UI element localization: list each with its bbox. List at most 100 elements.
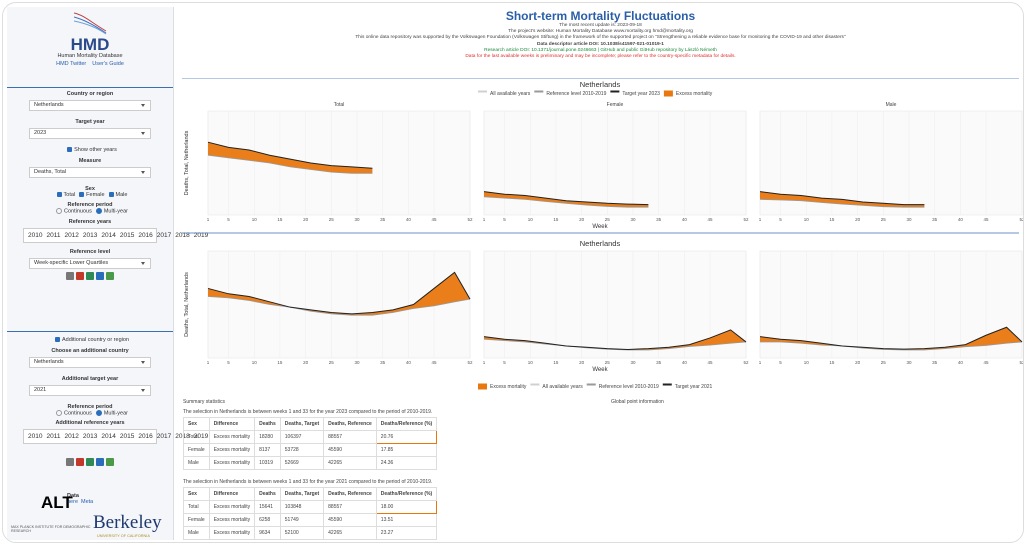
link[interactable]: HMD Twitter <box>56 61 87 67</box>
table-cell: 51749 <box>279 513 325 527</box>
select[interactable]: Netherlands <box>29 357 151 368</box>
x-tick-label: 40 <box>958 217 964 222</box>
x-tick-label: 1 <box>483 360 486 365</box>
year-option[interactable]: 2017 <box>156 433 172 441</box>
warning: Data for the last available weeks is pre… <box>465 54 736 60</box>
header-row: Sex Difference Deaths Deaths, Target Deaths,… <box>183 417 438 431</box>
table-cell: 8137 <box>254 443 281 457</box>
separator <box>7 87 173 88</box>
target-line <box>207 271 471 315</box>
checkbox[interactable] <box>56 192 62 198</box>
logo-graphic <box>73 12 107 35</box>
checkbox-label: Show other years <box>74 147 117 153</box>
checkbox[interactable] <box>108 192 114 198</box>
x-tick-label: 5 <box>227 217 230 222</box>
select[interactable]: Deaths, Total <box>29 167 151 178</box>
header: Short-term Mortality Fluctuations The mo… <box>178 9 1023 60</box>
checkbox[interactable] <box>55 337 61 343</box>
plot-title: Netherlands <box>580 80 621 89</box>
page-title: Short-term Mortality Fluctuations <box>505 9 696 23</box>
checkbox[interactable] <box>79 192 85 198</box>
reference-line <box>483 196 649 208</box>
link[interactable]: User's Guide <box>92 61 124 67</box>
legend-label: Reference level 2010-2019 <box>546 91 606 97</box>
legend-swatch <box>663 90 673 97</box>
year-option[interactable]: 2016 <box>138 232 153 240</box>
year-option[interactable]: 2013 <box>82 433 98 441</box>
logo-subtitle: Human Mortality Database <box>57 53 123 59</box>
x-tick-label: 25 <box>605 217 611 222</box>
radio-label: Multi-year <box>103 410 128 417</box>
year-option[interactable]: 2018 <box>175 433 190 441</box>
year-option[interactable]: 2010 <box>28 232 43 240</box>
year-option[interactable]: 2011 <box>46 433 61 441</box>
table-row: Female Excess mortality 8137 53728 45590 17.8… <box>183 443 438 457</box>
reference-line <box>207 154 373 174</box>
year-option[interactable]: 2011 <box>46 232 61 240</box>
website-info: The project's website: Human Mortality D… <box>508 29 693 35</box>
select[interactable]: Netherlands <box>29 100 151 111</box>
x-tick-label: 5 <box>227 360 230 365</box>
label: Country or region <box>66 91 114 97</box>
link[interactable]: here <box>67 499 79 505</box>
year-option[interactable]: 2019 <box>193 232 209 240</box>
x-tick-label: 40 <box>682 217 688 222</box>
year-option[interactable]: 2018 <box>175 232 190 240</box>
year-option[interactable]: 2015 <box>119 232 135 240</box>
radio[interactable] <box>56 208 62 214</box>
year-picker[interactable]: 2010 2011 2012 2013 2014 2015 2016 2017 2018 2019 <box>23 429 208 445</box>
checkbox[interactable] <box>67 147 73 153</box>
table-cell: Excess mortality <box>208 456 256 470</box>
table-cell: 17.85 <box>375 443 438 457</box>
label: Measure <box>78 158 102 164</box>
year-option[interactable]: 2010 <box>28 433 43 441</box>
legend-swatch <box>478 383 487 390</box>
x-tick-label: 15 <box>829 360 835 365</box>
select[interactable]: 2021 <box>29 385 151 396</box>
year-picker[interactable]: 2010 2011 2012 2013 2014 2015 2016 2017 2018 2019 <box>23 228 208 244</box>
x-tick-label: 10 <box>252 360 258 365</box>
radio[interactable] <box>95 410 102 416</box>
column-header: Deaths, Reference <box>323 417 377 431</box>
year-option[interactable]: 2015 <box>119 433 135 441</box>
radio[interactable] <box>95 208 102 214</box>
select[interactable]: 2023 <box>29 128 151 139</box>
label: Reference level <box>69 249 111 256</box>
year-option[interactable]: 2012 <box>64 433 79 441</box>
table-row: Total Excess mortality 15641 103848 88557 18.… <box>183 500 438 514</box>
legend-label: Excess mortality <box>490 384 527 390</box>
radio-label: Multi-year <box>103 208 128 215</box>
legend-label: Target year 2023 <box>622 91 660 97</box>
radio[interactable] <box>56 410 62 416</box>
label: Reference years <box>68 219 112 226</box>
year-option[interactable]: 2013 <box>82 232 98 240</box>
table-cell: 23.27 <box>375 526 438 540</box>
charts: Netherlands All available years Reference … <box>182 78 1023 390</box>
target-line <box>759 191 925 206</box>
table-cell: 9634 <box>254 526 281 540</box>
download-icons[interactable] <box>7 458 173 468</box>
x-tick-label: 25 <box>881 360 887 365</box>
select[interactable]: Week-specific Lower Quartiles <box>29 258 151 270</box>
year-option[interactable]: 2014 <box>101 232 116 240</box>
x-tick-label: 1 <box>483 217 486 222</box>
link[interactable]: Meta <box>81 499 94 505</box>
year-option[interactable]: 2017 <box>156 232 172 240</box>
year-option[interactable]: 2012 <box>64 232 79 240</box>
x-tick-label: 45 <box>432 360 438 365</box>
x-tick-label: 35 <box>380 360 386 365</box>
year-option[interactable]: 2014 <box>101 433 116 441</box>
checkbox-label: Additional country or region <box>62 337 129 343</box>
year-option[interactable]: 2016 <box>138 433 153 441</box>
x-tick-label: 45 <box>984 360 990 365</box>
table-cell: 45590 <box>323 443 377 457</box>
label: Additional reference years <box>55 420 125 427</box>
download-icons[interactable] <box>7 272 173 282</box>
x-tick-label: 25 <box>329 360 335 365</box>
table-cell: 42265 <box>323 526 377 540</box>
panel-title: Female <box>607 102 624 108</box>
table-cell: 88557 <box>323 500 377 514</box>
update-info: The most recent update is: 2023-09-18 <box>559 23 642 28</box>
label: Additional target year <box>61 376 119 382</box>
